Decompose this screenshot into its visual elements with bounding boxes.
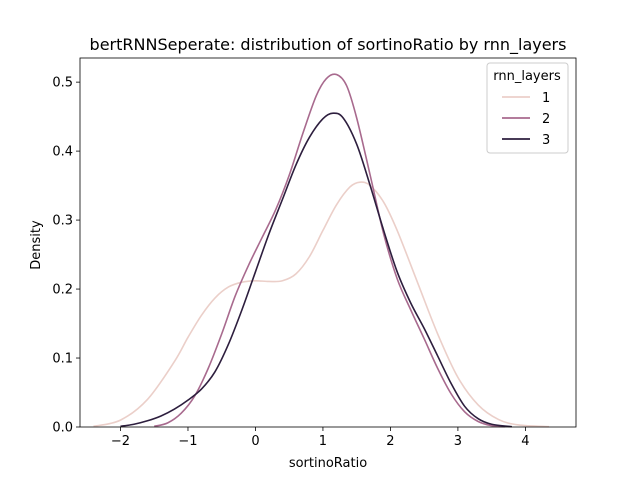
x-tick-label: 0 — [251, 434, 259, 449]
axes-frame — [79, 57, 577, 428]
legend: rnn_layers 1 2 3 — [486, 62, 569, 154]
x-axis-label: sortinoRatio — [289, 456, 367, 471]
series-layer — [93, 73, 550, 428]
y-tick-label: 0.1 — [52, 352, 73, 367]
chart-title: bertRNNSeperate: distribution of sortino… — [90, 35, 567, 55]
y-tick-label: 0.0 — [52, 421, 73, 436]
x-tick-label: −1 — [178, 434, 197, 449]
x-tick-label: 4 — [521, 434, 529, 449]
x-tick-label: 3 — [454, 434, 462, 449]
y-tick-label: 0.3 — [52, 214, 73, 229]
legend-label-3: 3 — [542, 133, 550, 148]
series-line-2 — [154, 73, 506, 428]
y-axis: 0.0 0.1 0.2 0.3 0.4 0.5 — [52, 76, 80, 436]
y-tick-label: 0.2 — [52, 283, 73, 298]
x-tick-label: 2 — [386, 434, 394, 449]
legend-box — [486, 62, 569, 154]
y-tick-label: 0.5 — [52, 76, 73, 91]
legend-title: rnn_layers — [493, 69, 561, 84]
legend-entries: 1 2 3 — [502, 91, 550, 148]
series-line-1 — [93, 181, 550, 428]
x-axis: −2 −1 0 1 2 3 4 — [111, 427, 530, 449]
legend-label-2: 2 — [542, 112, 550, 127]
legend-label-1: 1 — [542, 91, 550, 106]
x-tick-label: −2 — [111, 434, 130, 449]
y-tick-label: 0.4 — [52, 145, 73, 160]
x-tick-label: 1 — [319, 434, 327, 449]
y-axis-label: Density — [29, 220, 44, 270]
series-line-3 — [120, 112, 512, 428]
